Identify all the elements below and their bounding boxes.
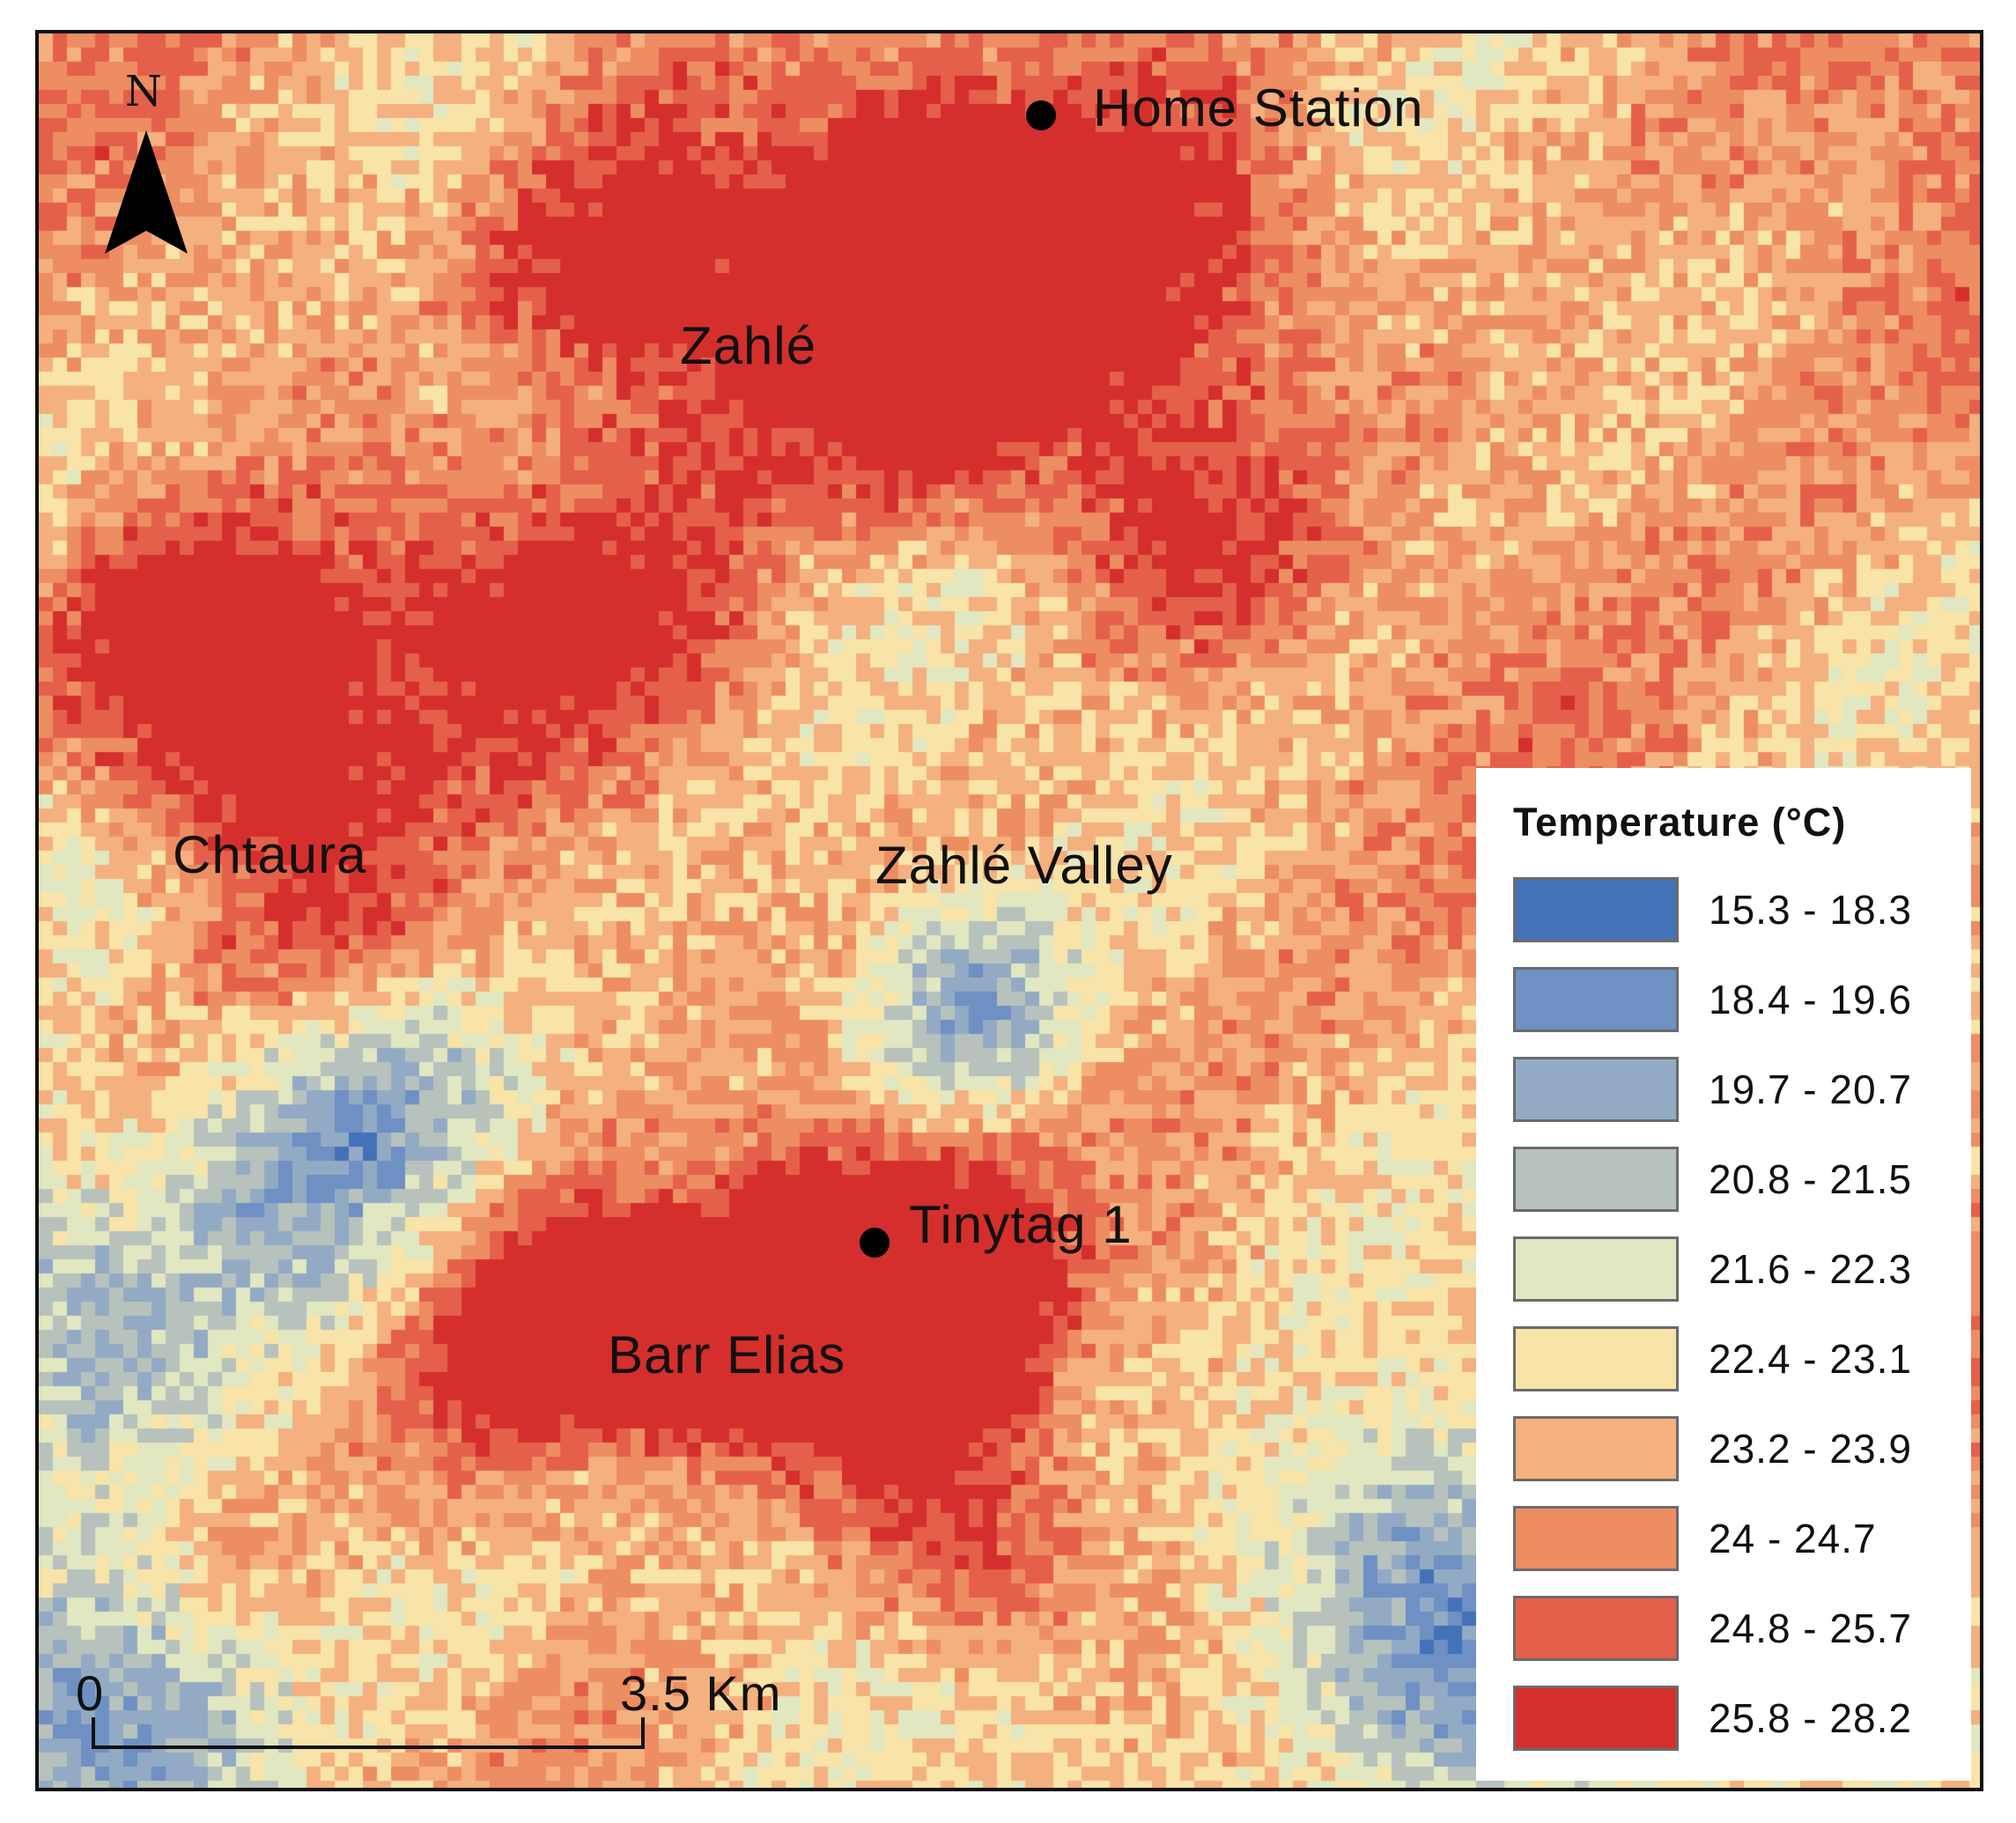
legend-title: Temperature (°C)	[1513, 800, 1847, 845]
legend-swatch	[1513, 877, 1679, 942]
place-label-chtaura: Chtaura	[173, 825, 367, 884]
legend-item: 23.2 - 23.9	[1513, 1404, 1971, 1494]
legend-label: 18.4 - 19.6	[1709, 977, 1912, 1022]
legend-swatch	[1513, 1506, 1679, 1571]
place-label-zahle: Zahlé	[680, 316, 817, 375]
legend-label: 23.2 - 23.9	[1709, 1426, 1912, 1472]
legend-label: 19.7 - 20.7	[1709, 1066, 1912, 1112]
legend: Temperature (°C) 15.3 - 18.3 18.4 - 19.6 1…	[1476, 768, 1971, 1781]
scale-bar	[92, 1717, 645, 1749]
scale-start-label: 0	[76, 1665, 104, 1721]
legend-item: 19.7 - 20.7	[1513, 1044, 1971, 1134]
legend-label: 24.8 - 25.7	[1709, 1605, 1912, 1651]
legend-rows: 15.3 - 18.3 18.4 - 19.6 19.7 - 20.7 20.8 - …	[1513, 865, 1971, 1763]
legend-label: 25.8 - 28.2	[1709, 1695, 1912, 1741]
legend-swatch	[1513, 1686, 1679, 1751]
legend-swatch	[1513, 1416, 1679, 1481]
legend-item: 20.8 - 21.5	[1513, 1134, 1971, 1224]
home-station-marker[interactable]	[1026, 100, 1056, 130]
legend-item: 24 - 24.7	[1513, 1494, 1971, 1583]
legend-item: 18.4 - 19.6	[1513, 955, 1971, 1044]
place-label-barr-elias: Barr Elias	[608, 1325, 846, 1384]
legend-label: 15.3 - 18.3	[1709, 887, 1912, 933]
legend-item: 15.3 - 18.3	[1513, 865, 1971, 955]
tinytag-marker[interactable]	[860, 1228, 890, 1258]
north-arrow-icon	[105, 130, 188, 254]
legend-item: 21.6 - 22.3	[1513, 1224, 1971, 1314]
station-label-home: Home Station	[1093, 78, 1424, 137]
legend-swatch	[1513, 967, 1679, 1032]
scale-end-label: 3.5 Km	[620, 1665, 782, 1721]
legend-label: 21.6 - 22.3	[1709, 1246, 1912, 1292]
legend-swatch	[1513, 1057, 1679, 1122]
legend-swatch	[1513, 1596, 1679, 1661]
legend-item: 24.8 - 25.7	[1513, 1583, 1971, 1673]
map-frame: N Home Station Zahlé Chtaura Zahlé Valle…	[35, 30, 1983, 1791]
legend-swatch	[1513, 1147, 1679, 1212]
legend-swatch	[1513, 1236, 1679, 1302]
legend-swatch	[1513, 1326, 1679, 1391]
map-overlay	[92, 130, 645, 1749]
legend-item: 25.8 - 28.2	[1513, 1673, 1971, 1763]
legend-label: 20.8 - 21.5	[1709, 1156, 1912, 1202]
station-label-tinytag: Tinytag 1	[909, 1195, 1133, 1254]
north-label: N	[125, 67, 162, 116]
legend-label: 24 - 24.7	[1709, 1516, 1877, 1561]
legend-label: 22.4 - 23.1	[1709, 1336, 1912, 1382]
legend-item: 22.4 - 23.1	[1513, 1314, 1971, 1404]
place-label-zahle-valley: Zahlé Valley	[875, 836, 1173, 895]
